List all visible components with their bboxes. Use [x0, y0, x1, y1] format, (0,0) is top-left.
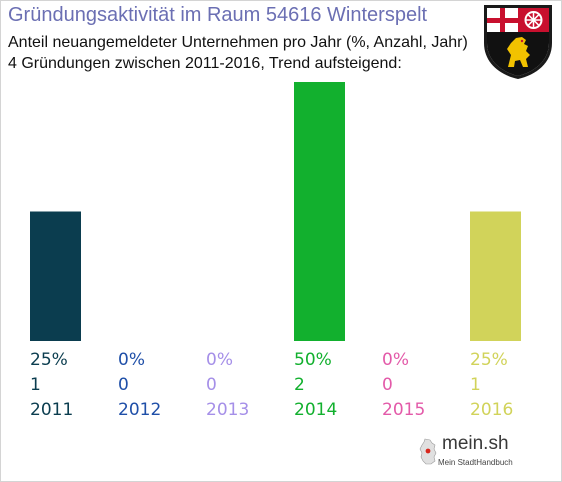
bar-2016: [470, 211, 521, 341]
year-label-2015: 2015: [382, 400, 425, 420]
percent-label-2015: 0%: [382, 350, 409, 370]
logo-tagline: Mein StadtHandbuch: [438, 458, 513, 467]
chart-subtitle-line-2: 4 Gründungen zwischen 2011-2016, Trend a…: [8, 55, 402, 72]
percent-label-2011: 25%: [30, 350, 68, 370]
year-label-2013: 2013: [206, 400, 249, 420]
year-label-2014: 2014: [294, 400, 337, 420]
percent-label-2016: 25%: [470, 350, 508, 370]
count-label-2012: 0: [118, 375, 129, 395]
chart-subtitle-line-1: Anteil neuangemeldeter Unternehmen pro J…: [8, 34, 468, 51]
count-label-2013: 0: [206, 375, 217, 395]
bar-2011: [30, 211, 81, 341]
year-label-2012: 2012: [118, 400, 161, 420]
count-label-2014: 2: [294, 375, 305, 395]
logo-name: mein.sh: [442, 433, 509, 454]
meinsh-logo: mein.sh Mein StadtHandbuch: [418, 432, 528, 474]
year-label-2011: 2011: [30, 400, 73, 420]
germany-map-icon: [419, 438, 437, 465]
rheinland-pfalz-coat-of-arms-icon: [484, 5, 552, 79]
chart-title: Gründungsaktivität im Raum 54616 Winters…: [8, 4, 428, 26]
count-label-2016: 1: [470, 375, 481, 395]
count-label-2011: 1: [30, 375, 41, 395]
year-label-2016: 2016: [470, 400, 513, 420]
bar-2014: [294, 82, 345, 341]
count-label-2015: 0: [382, 375, 393, 395]
percent-label-2012: 0%: [118, 350, 145, 370]
percent-label-2013: 0%: [206, 350, 233, 370]
percent-label-2014: 50%: [294, 350, 332, 370]
